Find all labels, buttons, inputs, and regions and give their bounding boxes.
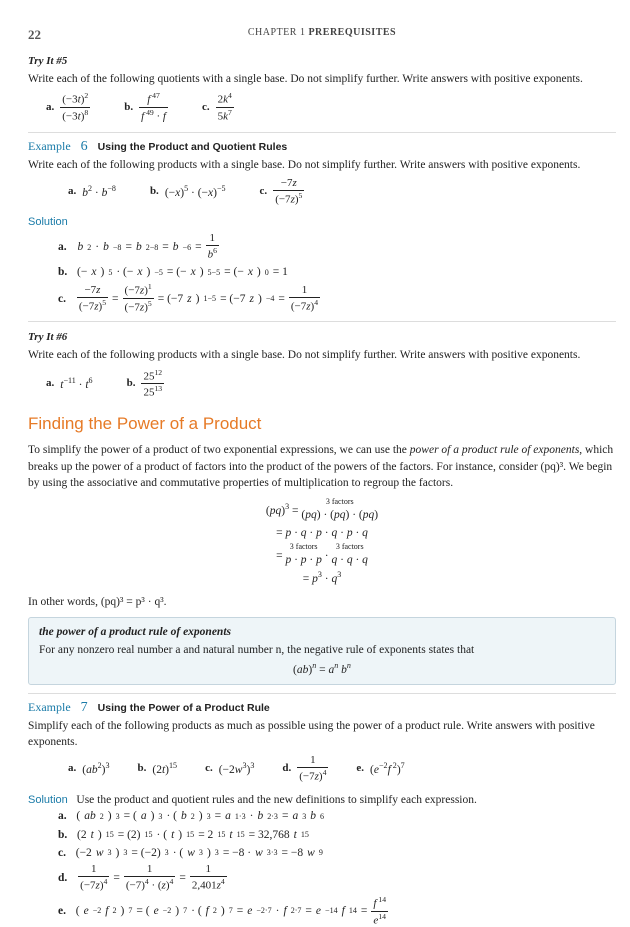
tryit6-a: a.t−11 · t6 xyxy=(46,375,93,393)
example7-header: Example 7 Using the Power of a Product R… xyxy=(28,693,616,718)
divider xyxy=(28,321,616,322)
example6-sol-c: c. −7z(−7z)5 = (−7z)1(−7z)5 = (−7z)1−5 =… xyxy=(58,282,616,315)
rule-formula: (ab)n = an bn xyxy=(39,660,605,678)
example6-c: c.−7z(−7z)5 xyxy=(260,177,305,207)
example7-d: d.1(−7z)4 xyxy=(282,754,328,784)
tryit5-a-math: (−3t)2(−3t)8 xyxy=(60,91,90,124)
tryit6-prompt: Write each of the following products wit… xyxy=(28,347,616,363)
tryit5-c: c. 2k45k7 xyxy=(202,91,234,124)
example6-solution-label: Solution xyxy=(28,215,616,230)
section-para: To simplify the power of a product of tw… xyxy=(28,442,616,492)
chapter-name: PREREQUISITES xyxy=(308,27,396,38)
tryit5-b-math: f 47f 49 · f xyxy=(139,91,168,124)
chapter-header: CHAPTER 1 PREREQUISITES xyxy=(28,26,616,40)
section-heading: Finding the Power of a Product xyxy=(28,412,616,436)
example7-prompt: Simplify each of the following products … xyxy=(28,718,616,750)
tryit6-label: Try It #6 xyxy=(28,330,616,345)
tryit5-label: Try It #5 xyxy=(28,54,616,69)
in-other-words: In other words, (pq)³ = p³ · q³. xyxy=(28,594,616,611)
example7-options: a.(ab2)3 b.(2t)15 c.(−2w3)3 d.1(−7z)4 e.… xyxy=(68,754,616,784)
example6-prompt: Write each of the following products wit… xyxy=(28,157,616,173)
rule-title: the power of a product rule of exponents xyxy=(39,624,605,640)
example6-header: Example 6 Using the Product and Quotient… xyxy=(28,132,616,157)
example7-sol-b: b. (2t)15 = (2)15 · (t)15 = 215t15 = 32,… xyxy=(58,827,616,843)
example6-options: a.b2 · b−8 b.(−x)5 · (−x)−5 c.−7z(−7z)5 xyxy=(68,177,616,207)
example7-b: b.(2t)15 xyxy=(138,760,178,778)
rule-body: For any nonzero real number a and natura… xyxy=(39,642,605,658)
rule-box: the power of a product rule of exponents… xyxy=(28,617,616,685)
example7-a: a.(ab2)3 xyxy=(68,760,110,778)
tryit6-b: b.25122513 xyxy=(127,368,165,401)
example7-sol-e: e. (e−2f 2)7 = (e−2)7 · (f 2)7 = e−2·7 ·… xyxy=(58,895,616,927)
example7-sol-c: c. (−2w3)3 = (−2)3 · (w3)3 = −8 · w3·3 =… xyxy=(58,845,616,861)
derivation-block: (pq)3 = 3 factors(pq) · (pq) · (pq) = p … xyxy=(28,498,616,588)
tryit6-options: a.t−11 · t6 b.25122513 xyxy=(46,368,616,401)
example7-e: e.(e−2f 2)7 xyxy=(356,760,404,778)
tryit5-b: b. f 47f 49 · f xyxy=(124,91,168,124)
tryit5-options: a. (−3t)2(−3t)8 b. f 47f 49 · f c. 2k45k… xyxy=(46,91,616,124)
tryit5-a: a. (−3t)2(−3t)8 xyxy=(46,91,90,124)
example7-sol-a: a. (ab2)3 = (a)3 · (b2)3 = a1·3 · b2·3 =… xyxy=(58,808,616,824)
example6-sol-a: a. b2 · b−8 = b2−8 = b−6 = 1b6 xyxy=(58,232,616,262)
example7-c: c.(−2w3)3 xyxy=(205,760,254,778)
example6-a: a.b2 · b−8 xyxy=(68,183,116,201)
tryit5-c-math: 2k45k7 xyxy=(216,91,234,124)
example6-b: b.(−x)5 · (−x)−5 xyxy=(150,183,226,201)
example7-solution-row: Solution Use the product and quotient ru… xyxy=(28,792,616,808)
example7-sol-d: d. 1(−7z)4 = 1(−7)4 · (z)4 = 12,401z4 xyxy=(58,863,616,893)
chapter-label: CHAPTER 1 xyxy=(248,27,306,38)
page-number: 22 xyxy=(28,26,41,44)
tryit5-prompt: Write each of the following quotients wi… xyxy=(28,71,616,87)
example6-sol-b: b. (−x)5 · (−x)−5 = (−x)5−5 = (−x)0 = 1 xyxy=(58,264,616,280)
